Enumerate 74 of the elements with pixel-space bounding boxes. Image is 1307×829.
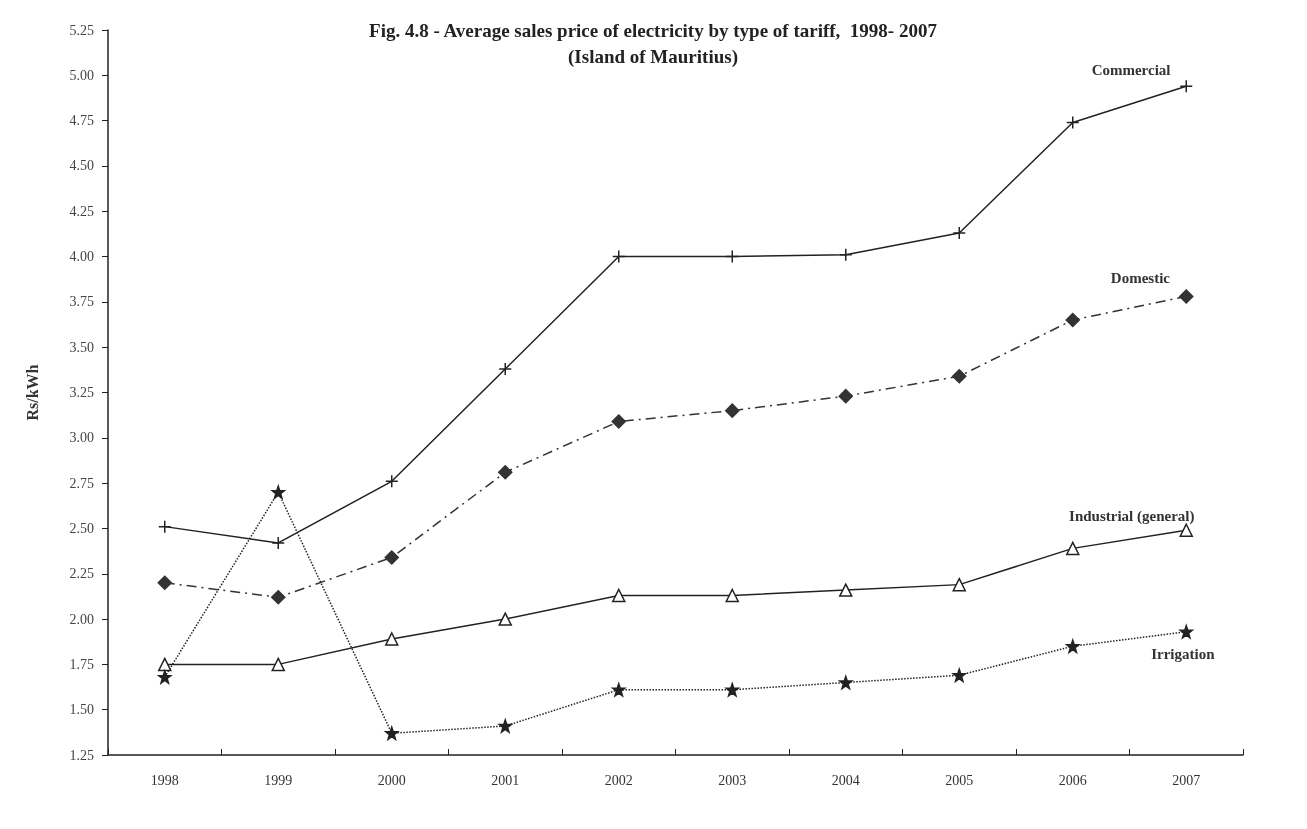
- point: [498, 719, 512, 733]
- y-tick-label: 1.50: [69, 702, 94, 718]
- y-tick-label: 3.25: [69, 385, 94, 400]
- point: [385, 632, 399, 646]
- x-tick-label: 2000: [377, 772, 406, 788]
- y-tick-label: 5.25: [69, 22, 94, 38]
- chart-title: Fig. 4.8 - Average sales price of electricity by type of tariff, 1998- 2007: [369, 20, 938, 41]
- y-tick-label: 2.75: [69, 475, 94, 491]
- x-tick-label: 2007: [1172, 772, 1201, 788]
- point: [839, 583, 853, 597]
- y-tick-label: 1.25: [69, 747, 94, 763]
- point: [611, 414, 626, 429]
- point: [1179, 523, 1193, 537]
- y-tick-label: 3.75: [69, 294, 94, 310]
- x-tick-label: 1998: [150, 772, 179, 788]
- text: (Island of Mauritius): [568, 46, 738, 68]
- y-tick-label: 1.75: [69, 656, 94, 672]
- y-tick-label: 4.25: [69, 203, 94, 219]
- y-tick-label: 3.00: [69, 430, 94, 446]
- y-tick-label: 4.75: [69, 113, 94, 129]
- point: [498, 465, 513, 480]
- point: [612, 683, 626, 697]
- point: [157, 575, 172, 591]
- point: [1179, 79, 1193, 93]
- point: [158, 670, 172, 684]
- x-tick-label: 2006: [1058, 772, 1087, 788]
- point: [1066, 639, 1080, 653]
- point: [498, 612, 512, 626]
- point: [158, 519, 172, 534]
- point: [725, 683, 739, 697]
- series-label: Commercial: [1091, 62, 1171, 79]
- point: [271, 536, 285, 550]
- y-tick-label: 3.50: [69, 339, 94, 355]
- point: [612, 588, 626, 603]
- series-label: Irrigation: [1151, 645, 1216, 662]
- point: [1179, 625, 1193, 639]
- y-tick-label: 2.00: [69, 611, 94, 627]
- series-label: Domestic: [1110, 270, 1171, 287]
- x-tick-label: 1999: [264, 772, 293, 788]
- point: [839, 675, 853, 690]
- point: [158, 657, 172, 672]
- point: [952, 577, 966, 592]
- point: [952, 668, 966, 682]
- point: [385, 474, 399, 489]
- y-tick-label: 2.50: [69, 520, 94, 536]
- y-tick-label: 4.50: [69, 158, 94, 174]
- x-tick-label: 2001: [491, 772, 520, 788]
- point: [384, 550, 399, 565]
- point: [952, 226, 966, 240]
- point: [498, 362, 512, 376]
- point: [1065, 312, 1080, 328]
- point: [725, 249, 739, 264]
- point: [612, 249, 626, 264]
- y-tick-label: 5.00: [69, 67, 94, 83]
- point: [1066, 115, 1080, 130]
- y-tick-label: 2.25: [69, 566, 94, 582]
- point: [271, 485, 285, 499]
- point: [725, 403, 740, 418]
- point: [385, 726, 399, 740]
- point: [725, 588, 739, 603]
- x-tick-label: 2005: [945, 772, 974, 788]
- point: [1179, 289, 1194, 304]
- point: [838, 388, 853, 404]
- y-axis-title: Rs/kWh: [23, 364, 41, 421]
- x-tick-label: 2004: [831, 772, 860, 788]
- x-tick-label: 2002: [604, 772, 633, 788]
- point: [1066, 541, 1080, 556]
- point: [271, 590, 286, 605]
- point: [839, 248, 853, 262]
- point: [271, 657, 285, 672]
- y-tick-label: 4.00: [69, 249, 94, 265]
- series-label: Industrial (general): [1069, 508, 1195, 526]
- point: [952, 368, 967, 384]
- x-tick-label: 2003: [718, 772, 747, 788]
